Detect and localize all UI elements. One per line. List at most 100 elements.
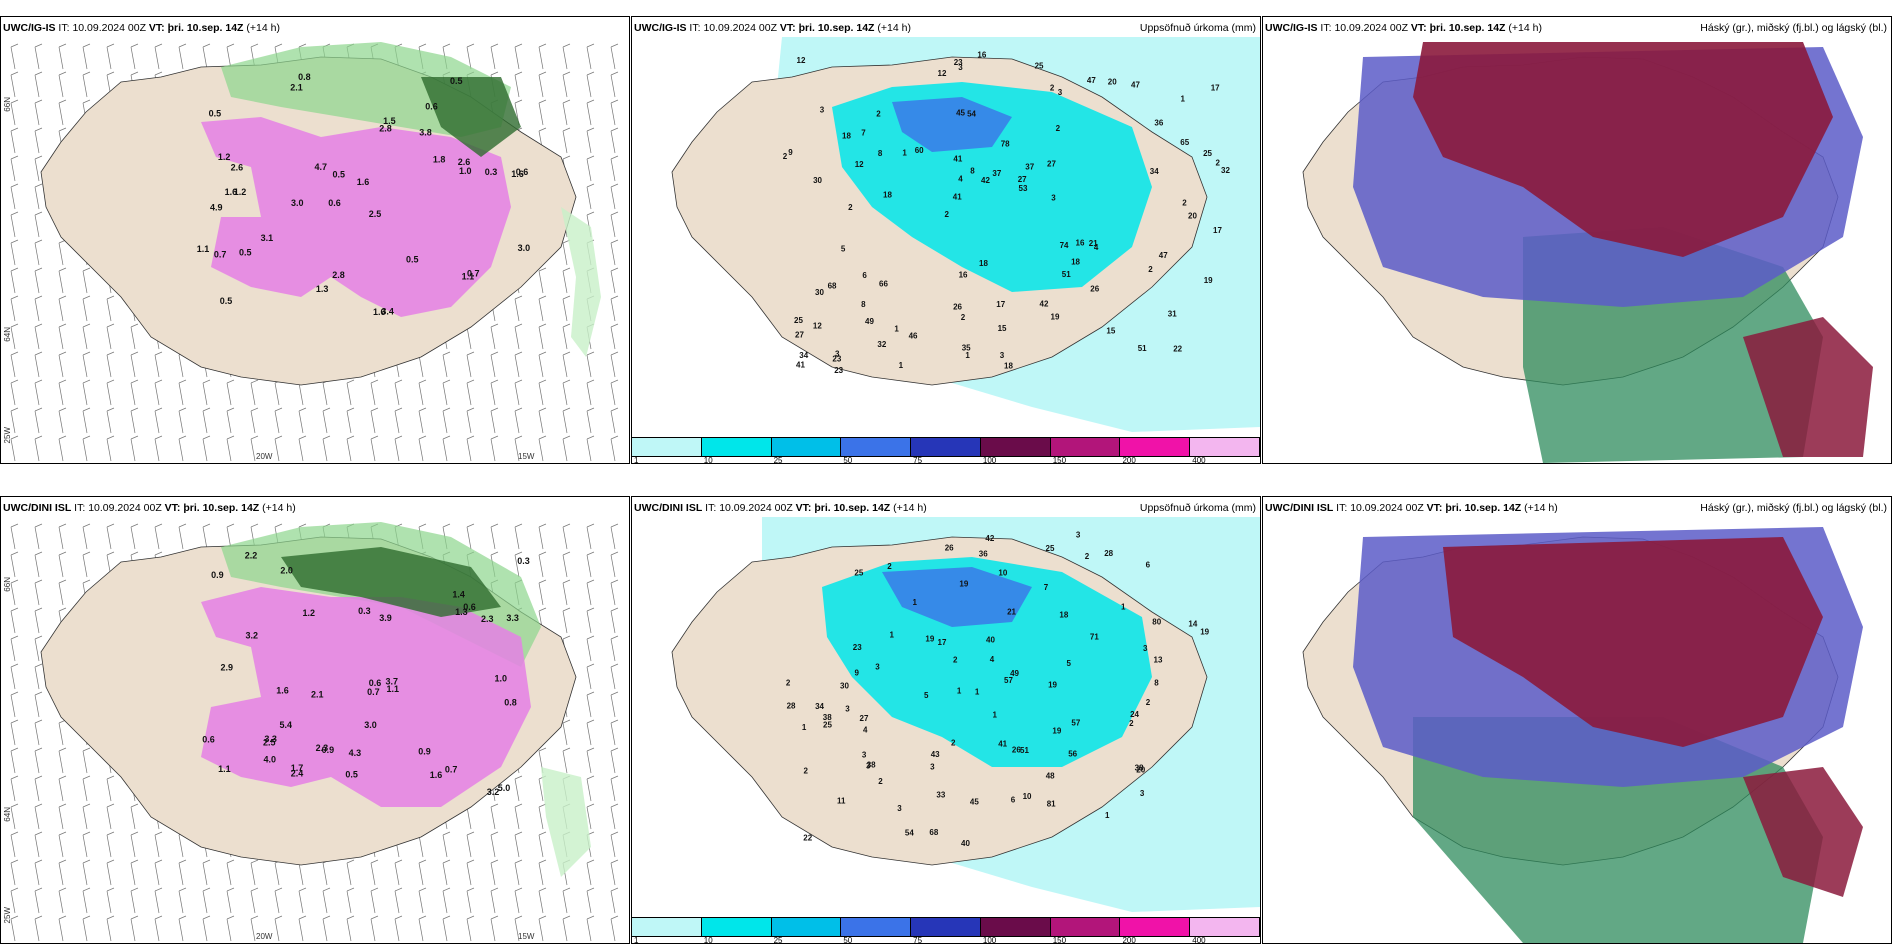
pcp-value-label: 3.4 bbox=[381, 306, 394, 316]
wind-barb bbox=[82, 379, 91, 406]
wind-barb bbox=[370, 407, 379, 434]
precip-value-label: 49 bbox=[1010, 669, 1019, 678]
wind-barb bbox=[442, 915, 451, 942]
wind-barb bbox=[586, 691, 595, 718]
wind-barb bbox=[346, 435, 355, 462]
pcp-value-label: 1.3 bbox=[316, 284, 329, 294]
precip-value-label: 2 bbox=[786, 679, 791, 688]
precip-value-label: 19 bbox=[959, 580, 968, 589]
wind-barb bbox=[154, 831, 163, 858]
medium-precip-area bbox=[822, 557, 1152, 767]
wind-barb bbox=[10, 887, 19, 914]
wind-barb bbox=[442, 407, 451, 434]
pcp-value-label: 1.6 bbox=[511, 169, 524, 179]
colorbar-swatch bbox=[911, 918, 981, 936]
pcp-value-label: 0.9 bbox=[418, 746, 431, 756]
wind-barb bbox=[298, 435, 307, 462]
precip-value-label: 8 bbox=[861, 300, 866, 309]
precip-value-label: 10 bbox=[1023, 792, 1032, 801]
wind-barb bbox=[154, 435, 163, 462]
wind-barb bbox=[106, 295, 115, 322]
precip-value-label: 20 bbox=[1136, 766, 1145, 775]
map-title: Háský (gr.), miðský (fj.bl.) og lágský (… bbox=[1700, 22, 1887, 34]
pcp-value-label: 0.9 bbox=[211, 570, 224, 580]
precip-value-label: 21 bbox=[1089, 239, 1098, 248]
wind-barb bbox=[610, 859, 619, 886]
wind-barb bbox=[490, 43, 499, 70]
wind-barb bbox=[34, 295, 43, 322]
precip-value-label: 19 bbox=[925, 634, 934, 643]
wind-barb bbox=[34, 183, 43, 210]
precip-value-label: 3 bbox=[958, 63, 963, 72]
precip-value-label: 8 bbox=[1154, 678, 1159, 687]
wind-barb bbox=[82, 43, 91, 70]
pcp-value-label: 0.7 bbox=[367, 687, 380, 697]
pcp-value-label: 3.0 bbox=[518, 243, 531, 253]
wind-barb bbox=[610, 71, 619, 98]
wind-barb bbox=[154, 43, 163, 70]
lat-lower-label: 64N bbox=[3, 327, 12, 342]
precip-value-label: 3 bbox=[930, 763, 935, 772]
map-title: Uppsöfnuð úrkoma (mm) bbox=[1139, 22, 1256, 34]
accum-precip-map: 11 28 2 1 26 3 4 38 80 71 34 42 56 57 40 26 3 2 3 68 81 36 19 4… bbox=[632, 517, 1260, 917]
precip-value-label: 18 bbox=[883, 190, 892, 199]
wind-barb bbox=[370, 859, 379, 886]
precip-value-label: 19 bbox=[1051, 312, 1060, 321]
precip-value-label: 32 bbox=[1221, 166, 1230, 175]
precip-value-label: 4 bbox=[863, 726, 868, 735]
wind-barb bbox=[10, 915, 19, 942]
precip-value-label: 31 bbox=[1168, 309, 1177, 318]
precip-value-label: 46 bbox=[909, 332, 918, 341]
pcp-value-label: 5.0 bbox=[498, 783, 511, 793]
colorbar-tick-label: 75 bbox=[913, 936, 923, 944]
cloud-cover-map bbox=[1263, 37, 1891, 463]
wind-barb bbox=[610, 435, 619, 462]
precip-value-label: 68 bbox=[828, 281, 837, 290]
wind-barb bbox=[106, 775, 115, 802]
colorbar-swatch bbox=[1050, 918, 1121, 936]
wind-barb bbox=[10, 663, 19, 690]
lead-time: (+14 h) bbox=[262, 502, 296, 514]
wind-barb bbox=[514, 323, 523, 350]
colorbar-ticks: 1 10 25 50 75 100 150 200 400 bbox=[632, 457, 1260, 464]
wind-barb bbox=[514, 435, 523, 462]
wind-barb bbox=[82, 859, 91, 886]
precip-value-label: 66 bbox=[879, 279, 888, 288]
wind-barb bbox=[130, 859, 139, 886]
pcp-value-label: 1.6 bbox=[276, 685, 289, 695]
precip-value-label: 41 bbox=[998, 739, 1007, 748]
precip-value-label: 1 bbox=[993, 711, 998, 720]
wind-barb bbox=[586, 127, 595, 154]
precip-value-label: 45 bbox=[956, 108, 965, 117]
precip-value-label: 12 bbox=[813, 322, 822, 331]
wind-barb bbox=[274, 887, 283, 914]
wind-barb bbox=[610, 99, 619, 126]
precip-value-label: 5 bbox=[924, 691, 929, 700]
wind-barb bbox=[10, 747, 19, 774]
wind-barb bbox=[34, 267, 43, 294]
precip-value-label: 15 bbox=[998, 324, 1007, 333]
wind-barb bbox=[34, 635, 43, 662]
wind-barb bbox=[34, 523, 43, 550]
maroon-cloud-area bbox=[1443, 537, 1823, 747]
wind-barb bbox=[82, 407, 91, 434]
wind-barb bbox=[466, 351, 475, 378]
precip-type-map: 1.1 0.6 0.8 0.5 1.3 2.5 3.3 0.3 4.3 2.3 1.6 0.9 3.9 1… bbox=[1, 517, 629, 943]
pcp-value-label: 2.6 bbox=[458, 157, 471, 167]
precip-value-label: 34 bbox=[799, 351, 808, 360]
wind-barb bbox=[274, 915, 283, 942]
wind-barb bbox=[154, 379, 163, 406]
pcp-value-label: 0.6 bbox=[328, 198, 341, 208]
wind-barb bbox=[466, 915, 475, 942]
lon-left-label: 20W bbox=[256, 452, 273, 461]
wind-barb bbox=[106, 523, 115, 550]
wind-barb bbox=[610, 551, 619, 578]
pcp-value-label: 3.0 bbox=[364, 720, 377, 730]
wind-barb bbox=[370, 435, 379, 462]
wind-barb bbox=[34, 859, 43, 886]
precip-value-label: 15 bbox=[1106, 327, 1115, 336]
wind-barb bbox=[466, 831, 475, 858]
pcp-value-label: 2.8 bbox=[332, 270, 345, 280]
wind-barb bbox=[442, 887, 451, 914]
precip-value-label: 25 bbox=[794, 316, 803, 325]
